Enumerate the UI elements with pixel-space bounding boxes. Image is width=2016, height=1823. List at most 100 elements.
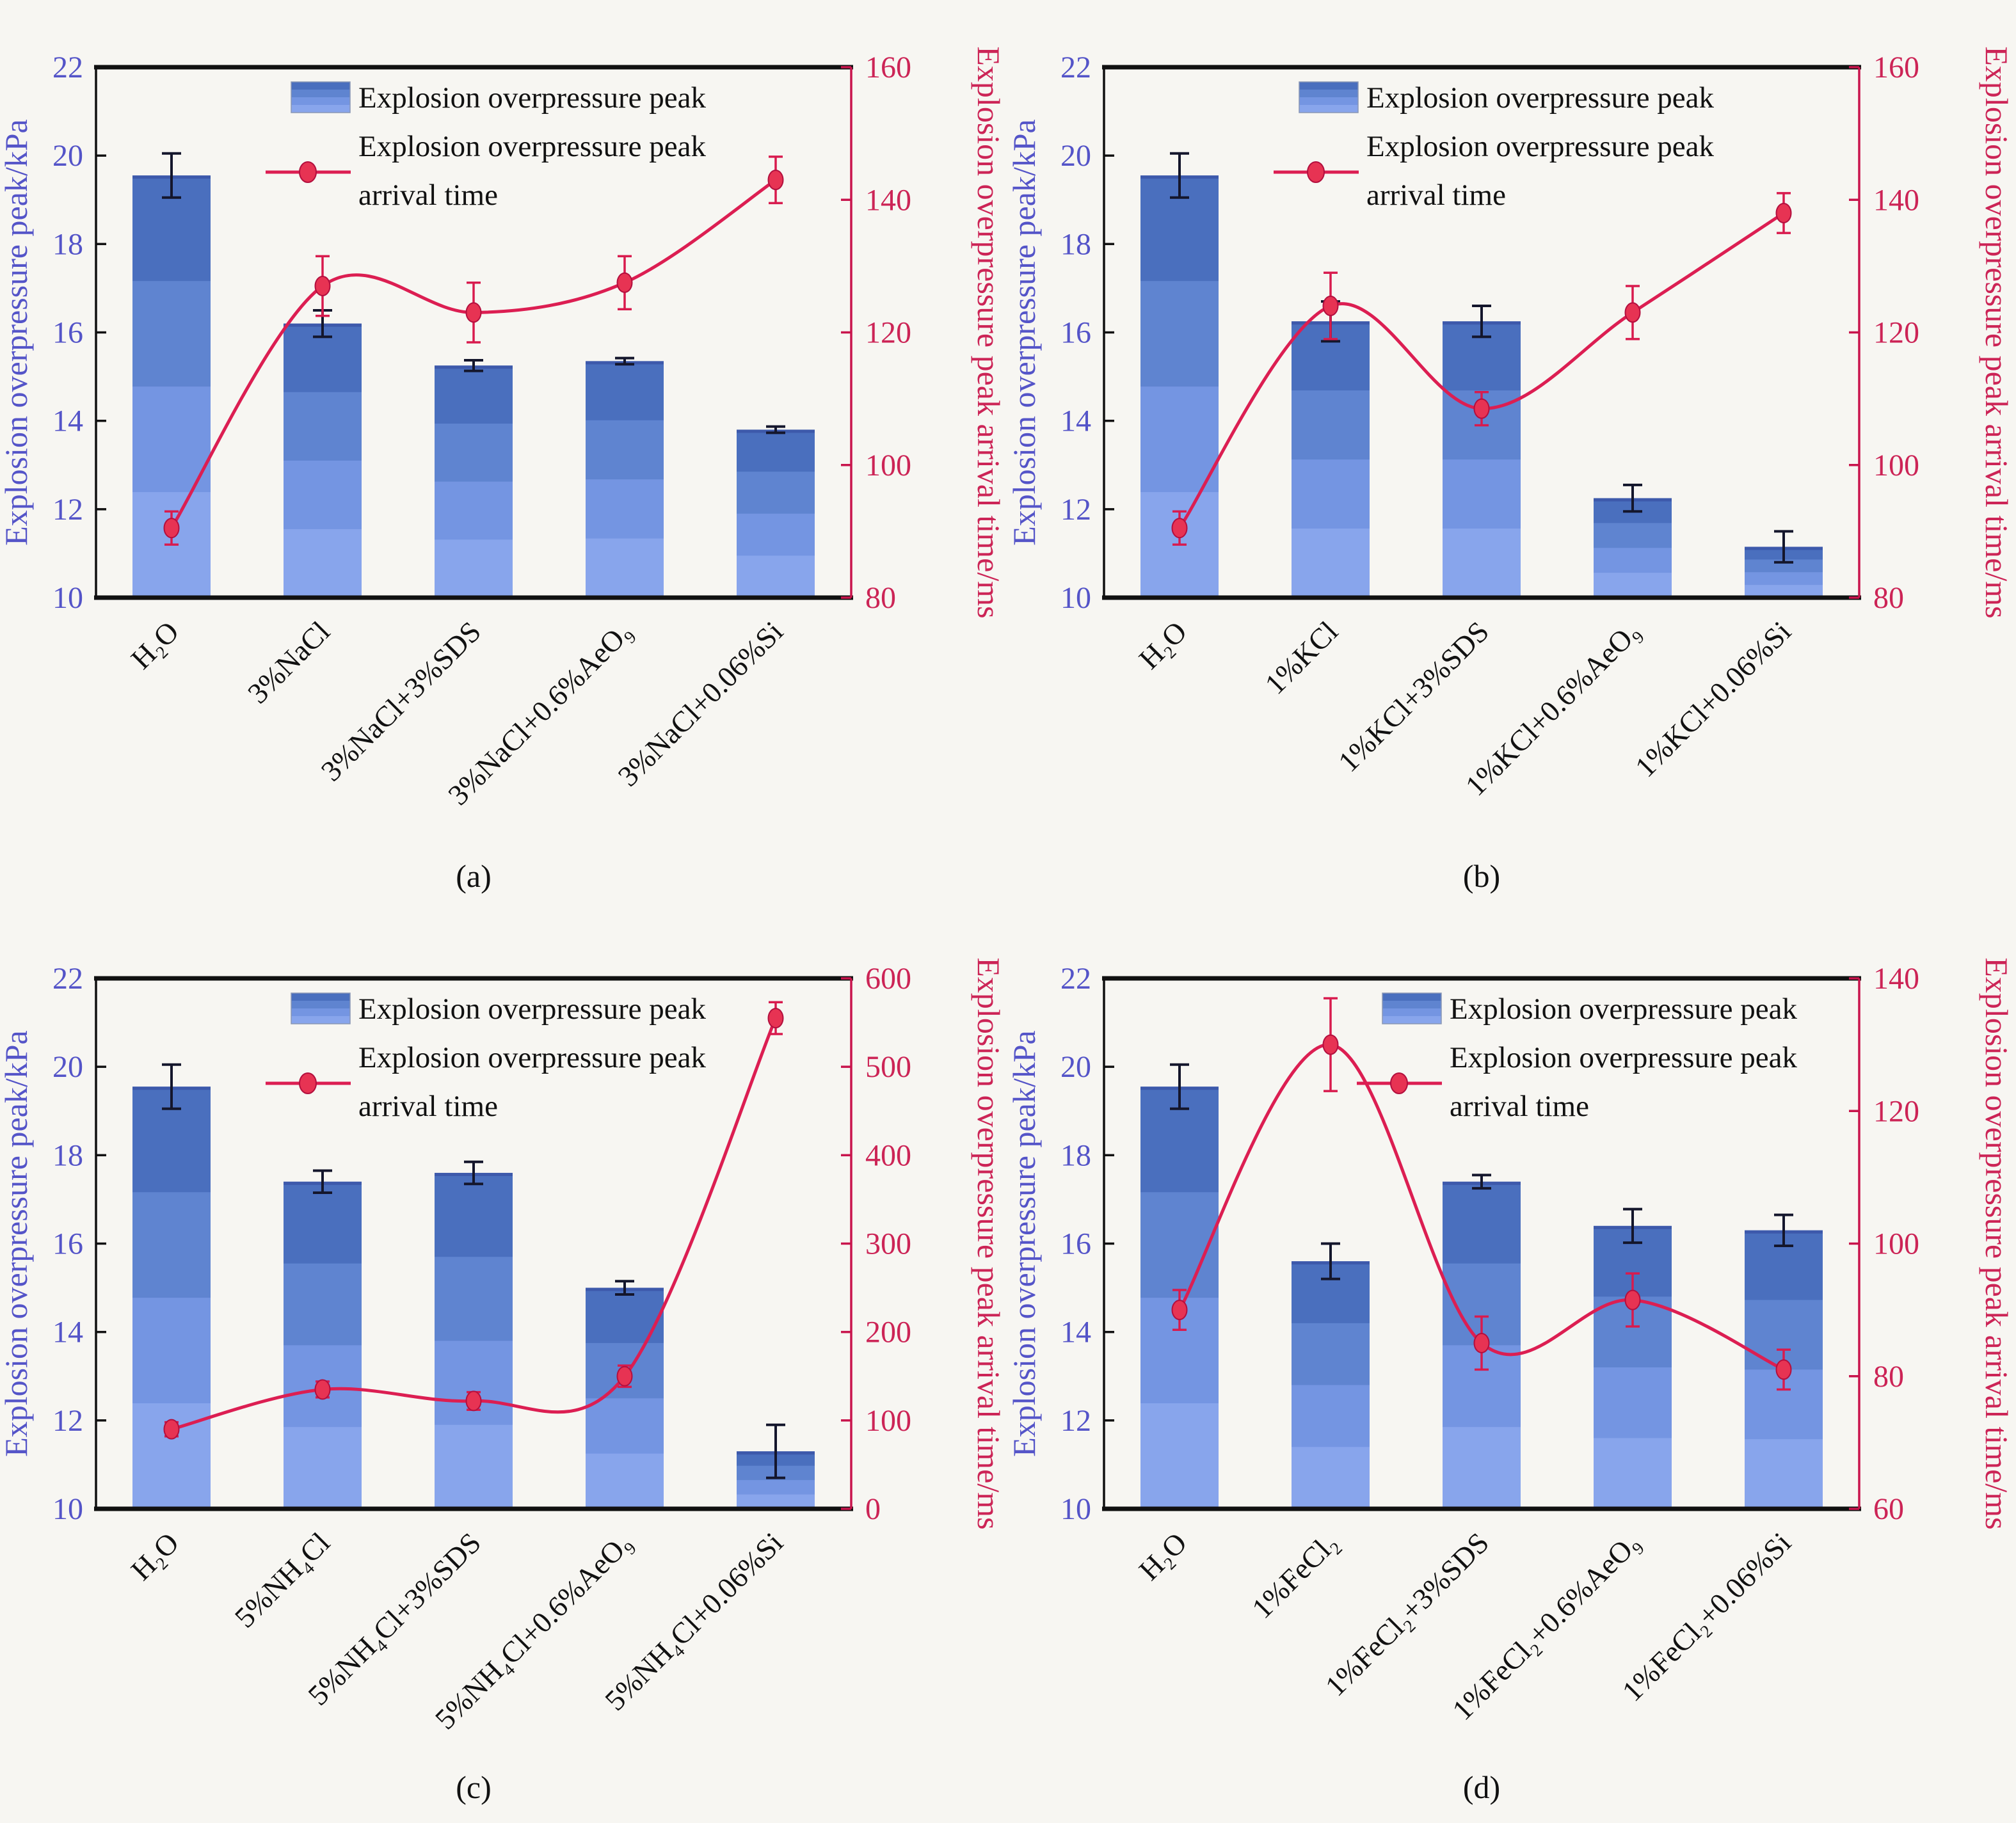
bar-band — [132, 281, 211, 388]
left-tick-label: 18 — [1060, 227, 1091, 261]
bar-band — [435, 1341, 513, 1426]
legend-marker-sample — [299, 1072, 317, 1094]
x-category-label: 5%NH₄Cl — [228, 1526, 336, 1634]
bar-band — [1292, 1323, 1370, 1386]
bar-band — [586, 361, 664, 421]
bar-error-bar — [766, 1423, 785, 1479]
x-category-label: 1%KCl+0.06%Si — [1629, 615, 1797, 783]
bar-band — [1140, 386, 1219, 493]
legend-line-label-line1: Explosion overpressure peak — [358, 130, 706, 163]
left-tick-label: 20 — [1060, 139, 1091, 173]
bar-band — [1745, 572, 1823, 586]
bar-band — [1140, 281, 1219, 388]
left-tick-label: 14 — [52, 404, 83, 438]
left-axis-title: Explosion overpressure peak/kPa — [0, 119, 34, 546]
panel-caption: (b) — [1463, 858, 1500, 894]
legend-line-label-line2: arrival time — [1450, 1090, 1589, 1123]
left-tick-label: 22 — [1060, 51, 1091, 84]
x-category-label: 1%KCl — [1258, 615, 1344, 701]
left-tick-label: 16 — [1060, 1227, 1091, 1261]
bar-band — [435, 423, 513, 482]
right-axis-title: Explosion overpressure peak arrival time… — [1979, 957, 2015, 1529]
bar-error-bar — [615, 356, 634, 366]
bar-band — [1292, 1385, 1370, 1448]
right-tick-label: 200 — [865, 1316, 911, 1349]
bar — [132, 1087, 211, 1509]
x-category-label: 1%KCl+3%SDS — [1332, 615, 1495, 778]
panel-caption: (c) — [456, 1769, 492, 1805]
left-tick-label: 20 — [52, 1050, 83, 1084]
legend-bar-swatch-border — [1382, 992, 1442, 1024]
bar-band — [1594, 548, 1672, 574]
left-tick-label: 18 — [52, 1138, 83, 1172]
bar-band — [737, 1480, 815, 1495]
bar — [435, 365, 513, 598]
left-tick-label: 18 — [52, 227, 83, 261]
arrival-time-point — [616, 272, 633, 293]
bar-band — [284, 529, 362, 598]
arrival-time-point — [1624, 1289, 1641, 1310]
legend-marker-sample — [1390, 1072, 1408, 1094]
bar-band — [132, 1192, 211, 1299]
bar-band — [1292, 1447, 1370, 1509]
left-tick-label: 12 — [52, 1404, 83, 1438]
legend-line-label-line2: arrival time — [358, 1090, 498, 1123]
right-tick-label: 100 — [1873, 449, 1919, 482]
panel-b: 10 12 14 16 18 20 22 80 100 120 140 160 H₂O 1%KCl 1%KC… — [1008, 0, 2016, 911]
bar-band — [1292, 529, 1370, 598]
panel-caption: (a) — [456, 858, 492, 894]
right-tick-label: 100 — [865, 1404, 911, 1438]
arrival-time-point — [1322, 296, 1339, 317]
legend-bar-swatch — [291, 1008, 350, 1017]
arrival-time-point — [163, 1419, 180, 1440]
bar-band — [586, 1287, 664, 1344]
bar-band — [586, 479, 664, 539]
right-tick-label: 0 — [865, 1492, 881, 1526]
arrival-time-point — [465, 1390, 482, 1412]
x-category-label: 1%FeCl₂ — [1245, 1526, 1344, 1625]
bar-band — [1594, 523, 1672, 549]
bar-band — [435, 1424, 513, 1509]
bar-band — [284, 460, 362, 530]
legend-bar-swatch — [1382, 1001, 1441, 1009]
bar-band — [586, 538, 664, 598]
bar-error-bar — [1472, 1174, 1491, 1190]
bar-error-bar — [1774, 530, 1793, 564]
left-tick-label: 22 — [52, 51, 83, 84]
arrival-time-point — [1473, 398, 1490, 419]
bar-band — [435, 539, 513, 598]
bar-band — [1594, 573, 1672, 598]
legend-bar-swatch — [1299, 105, 1358, 113]
left-tick-label: 12 — [1060, 493, 1091, 527]
bar — [1594, 1225, 1672, 1509]
x-category-label: 1%FeCl₂+3%SDS — [1319, 1526, 1495, 1702]
legend-bar-swatch — [1382, 1016, 1441, 1024]
x-category-label: H₂O — [125, 1526, 185, 1586]
bar-band — [586, 420, 664, 481]
arrival-time-point — [1624, 302, 1641, 323]
legend-bar-label: Explosion overpressure peak — [1366, 81, 1714, 115]
legend-bar-swatch-border — [291, 992, 351, 1024]
bar — [737, 429, 815, 598]
right-tick-label: 140 — [1873, 183, 1919, 217]
right-tick-label: 120 — [865, 316, 911, 350]
left-tick-label: 22 — [52, 962, 83, 996]
bar-error-bar — [162, 1063, 181, 1110]
bar-band — [1443, 1427, 1521, 1509]
legend-bar-swatch — [291, 1001, 350, 1009]
right-tick-label: 600 — [865, 962, 911, 996]
arrival-time-point — [767, 170, 784, 191]
right-tick-label: 100 — [865, 449, 911, 482]
x-category-label: 1%FeCl₂+0.06%Si — [1616, 1526, 1798, 1708]
arrival-time-point — [616, 1365, 633, 1387]
bar-error-bar — [1321, 1242, 1340, 1280]
arrival-time-point — [1322, 1034, 1339, 1055]
arrival-time-point — [314, 1379, 331, 1400]
bar-error-bar — [615, 1280, 634, 1296]
legend: Explosion overpressure peak Explosion ove… — [1274, 81, 1714, 212]
legend-bar-swatch — [1382, 993, 1441, 1001]
arrival-time-point — [314, 275, 331, 296]
bar-band — [1594, 1367, 1672, 1439]
bar-band — [1594, 1438, 1672, 1509]
